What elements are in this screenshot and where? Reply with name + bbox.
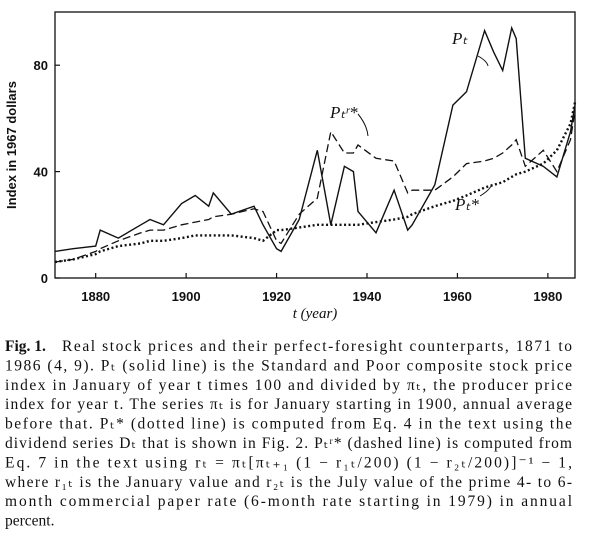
caption-line: before that. Pₜ* (dotted line) is comput…	[5, 416, 572, 433]
caption-line: month commercial paper rate (6-month rat…	[5, 493, 572, 510]
caption-line: percent.	[5, 513, 54, 530]
caption-line: where r₁ₜ is the January value and r₂ₜ i…	[5, 474, 572, 491]
x-tick-label: 1880	[81, 289, 110, 304]
x-tick-label: 1980	[533, 289, 562, 304]
caption-line: index for year t. The series πₜ is for J…	[5, 396, 572, 413]
series-line	[54, 102, 577, 264]
caption-label: Fig. 1.	[5, 338, 46, 355]
caption-line: dividend series Dₜ that is shown in Fig.…	[5, 435, 572, 452]
x-tick-label: 1920	[262, 289, 291, 304]
caption-line: index in January of year t times 100 and…	[5, 377, 572, 394]
y-axis-label: Index in 1967 dollars	[4, 81, 19, 209]
y-tick-label: 80	[34, 58, 48, 73]
label-arrow	[479, 183, 493, 197]
x-tick-label: 1900	[172, 289, 201, 304]
x-tick-label: 1960	[443, 289, 472, 304]
series-line	[54, 110, 576, 263]
x-axis-label: t (year)	[293, 306, 338, 322]
series-label: Pₜʳ*	[329, 103, 358, 122]
series-line	[54, 25, 576, 253]
label-arrow	[357, 113, 369, 137]
caption-line: Real stock prices and their perfect-fore…	[62, 338, 572, 355]
x-tick-label: 1940	[353, 289, 382, 304]
series-label: Pₜ*	[454, 195, 479, 214]
series-label: Pₜ	[451, 29, 468, 48]
caption-line: 1986 (4, 9). Pₜ (solid line) is the Stan…	[5, 357, 572, 374]
y-tick-label: 0	[41, 271, 48, 286]
caption-line: Eq. 7 in the text using rₜ = πₜ[πₜ₊₁ (1 …	[5, 454, 572, 471]
y-tick-label: 40	[34, 165, 48, 180]
label-arrow	[477, 55, 489, 67]
plot-frame	[54, 11, 576, 279]
